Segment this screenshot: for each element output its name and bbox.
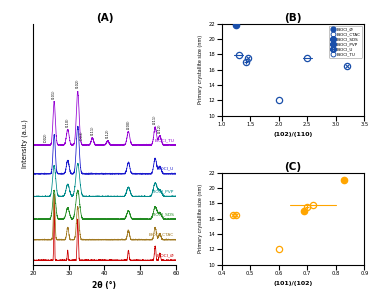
Title: (B): (B) xyxy=(284,13,302,23)
Text: (212): (212) xyxy=(158,123,162,133)
X-axis label: (101)/(102): (101)/(102) xyxy=(273,281,312,286)
Title: (A): (A) xyxy=(96,13,113,23)
Text: (101): (101) xyxy=(52,89,56,99)
Text: (003): (003) xyxy=(79,131,83,140)
Y-axis label: Primary crystallite size (nm): Primary crystallite size (nm) xyxy=(198,184,203,253)
Text: BiOCl_Ø: BiOCl_Ø xyxy=(157,253,174,257)
Legend: BiOCl_Ø, BiOCl_CTAC, BiOCl_SDS, BiOCl_PVP, BiOCl_U, BiOCl_TU: BiOCl_Ø, BiOCl_CTAC, BiOCl_SDS, BiOCl_PV… xyxy=(329,26,362,58)
X-axis label: (102)/(110): (102)/(110) xyxy=(273,132,312,137)
Text: BiOCl_SDS: BiOCl_SDS xyxy=(151,212,174,216)
Text: (002): (002) xyxy=(44,133,47,142)
Text: BiOCl_PVP: BiOCl_PVP xyxy=(152,190,174,193)
Text: (200): (200) xyxy=(127,119,130,128)
Text: BiOCl_U: BiOCl_U xyxy=(157,167,174,171)
X-axis label: 2θ (°): 2θ (°) xyxy=(92,281,117,290)
Text: (211): (211) xyxy=(153,115,157,124)
Y-axis label: Intensity (a.u.): Intensity (a.u.) xyxy=(21,120,28,168)
Text: BiOCl_TU: BiOCl_TU xyxy=(154,138,174,142)
Text: (112): (112) xyxy=(106,128,110,138)
Y-axis label: Primary crystallite size (nm): Primary crystallite size (nm) xyxy=(198,35,203,104)
Text: (102): (102) xyxy=(76,79,80,88)
Text: BiOCl_CTAC: BiOCl_CTAC xyxy=(149,233,174,237)
Text: (111): (111) xyxy=(91,125,94,135)
Title: (C): (C) xyxy=(284,162,301,172)
Text: (110): (110) xyxy=(66,117,70,126)
